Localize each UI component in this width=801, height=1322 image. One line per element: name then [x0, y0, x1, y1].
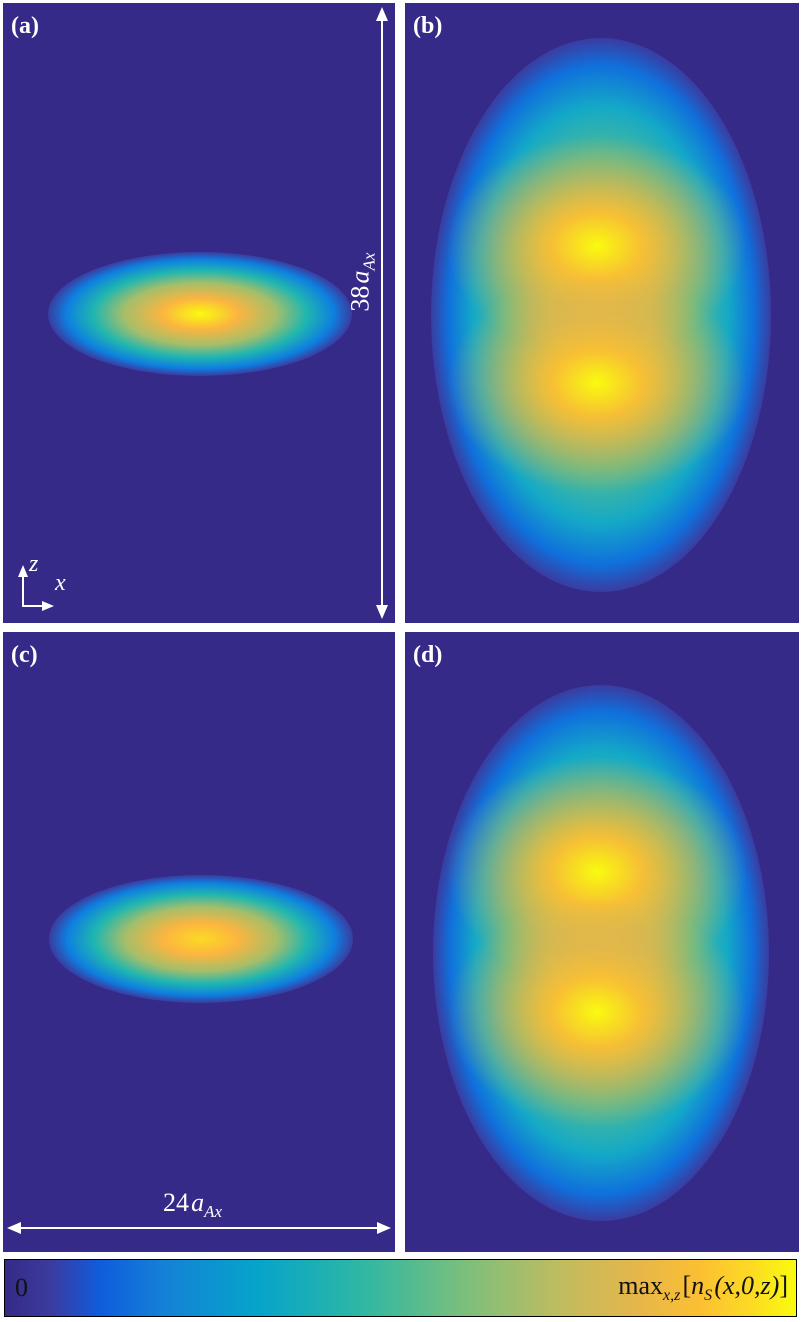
panel-label-c: (c)	[11, 642, 38, 668]
density-lobe-lower-d	[447, 897, 747, 1127]
density-plot-b	[431, 38, 771, 592]
panel-a: (a) 38 aAx z x	[3, 3, 395, 623]
panel-d: (d)	[405, 632, 799, 1252]
panel-b: (b)	[405, 3, 799, 623]
height-annotation: 38 aAx	[345, 252, 379, 312]
density-plot-a	[18, 7, 388, 619]
colorbar-min-label: 0	[15, 1273, 28, 1302]
panel-label-b: (b)	[413, 13, 443, 39]
density-plot-c	[7, 875, 391, 1234]
axis-label-z: z	[29, 551, 39, 577]
colorbar: 0 maxx,z [nS (x,0,z)]	[4, 1259, 797, 1317]
panel-label-d: (d)	[413, 642, 443, 668]
width-annotation: 24 aAx	[163, 1188, 223, 1222]
axis-label-x: x	[55, 570, 66, 596]
colorbar-max-label: maxx,z [nS (x,0,z)]	[618, 1270, 788, 1305]
panel-label-a: (a)	[11, 13, 39, 39]
density-lobe-lower-b	[447, 273, 747, 493]
density-plot-d	[433, 685, 769, 1221]
density-cloud-c	[49, 875, 353, 1003]
panel-c: (c) 24 aAx	[3, 632, 395, 1252]
density-cloud-a	[48, 252, 352, 376]
